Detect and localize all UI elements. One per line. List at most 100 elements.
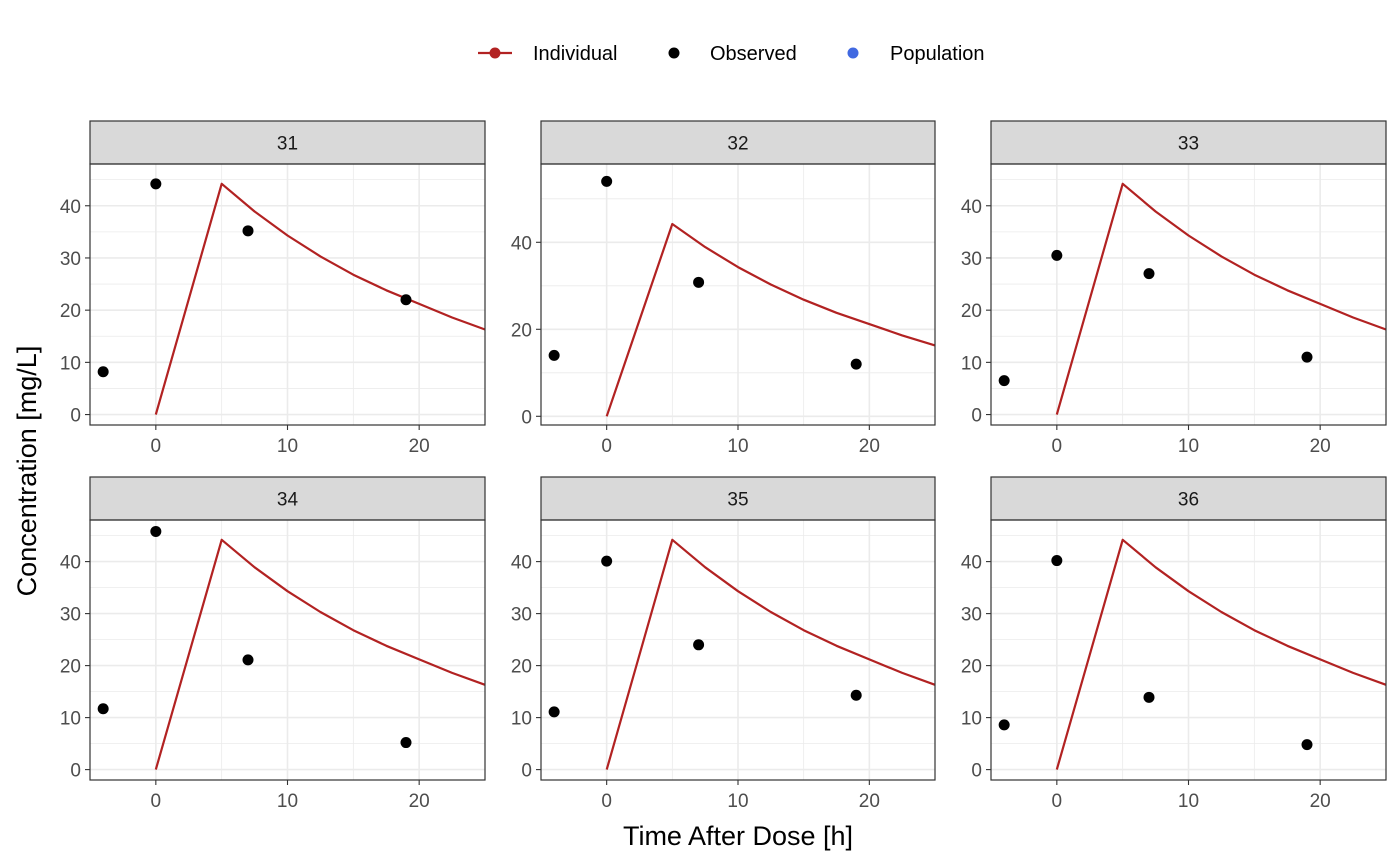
facet-strip-label: 33 xyxy=(1178,134,1199,155)
x-tick-label: 10 xyxy=(1178,436,1199,457)
facet-strip xyxy=(89,120,486,165)
observed-point xyxy=(601,555,613,567)
legend-item-population: Population xyxy=(847,43,985,65)
y-tick-label: 30 xyxy=(961,605,982,626)
x-tick-label: 20 xyxy=(859,791,880,812)
x-tick-label: 10 xyxy=(277,791,298,812)
y-tick-label: 20 xyxy=(961,301,982,322)
legend-item-individual: Individual xyxy=(478,43,618,65)
individual-curve xyxy=(154,182,486,415)
observed-point xyxy=(998,375,1010,387)
observed-point xyxy=(548,349,560,361)
observed-point xyxy=(1051,249,1063,261)
y-tick-label: 10 xyxy=(511,709,532,730)
y-tick-label: 40 xyxy=(961,553,982,574)
x-tick-label: 20 xyxy=(1310,791,1331,812)
observed-point xyxy=(242,654,254,666)
y-tick-label: 30 xyxy=(961,249,982,270)
facet-strip-label: 31 xyxy=(277,134,298,155)
observed-point xyxy=(601,175,613,187)
panel-35: 35 0 10 20 30 40 0 10 20 xyxy=(511,476,936,812)
x-tick-label: 10 xyxy=(727,791,748,812)
individual-curve xyxy=(605,538,936,770)
observed-point xyxy=(1301,351,1313,363)
panel-36: 36 0 10 20 30 40 0 10 20 xyxy=(961,476,1387,812)
y-tick-label: 20 xyxy=(511,657,532,678)
y-tick-label: 20 xyxy=(60,657,81,678)
observed-point xyxy=(850,689,862,701)
legend-point-icon xyxy=(668,47,680,59)
y-tick-label: 20 xyxy=(961,657,982,678)
observed-point xyxy=(97,366,109,378)
facet-strip xyxy=(540,120,936,165)
facet-strip-label: 35 xyxy=(727,490,748,511)
observed-point xyxy=(150,178,162,190)
y-tick-label: 0 xyxy=(521,407,532,428)
y-tick-label: 20 xyxy=(60,301,81,322)
y-tick-label: 10 xyxy=(60,353,81,374)
x-tick-label: 0 xyxy=(1052,436,1063,457)
y-axis-title: Concentration [mg/L] xyxy=(12,346,42,597)
y-tick-label: 0 xyxy=(521,761,532,782)
y-tick-label: 40 xyxy=(511,233,532,254)
observed-point xyxy=(548,706,560,718)
y-tick-label: 0 xyxy=(971,406,982,427)
panel-32: 32 0 20 40 0 10 20 xyxy=(511,120,936,457)
y-tick-label: 40 xyxy=(511,553,532,574)
individual-curve xyxy=(1055,538,1387,770)
y-tick-label: 0 xyxy=(971,761,982,782)
legend-label: Individual xyxy=(533,43,618,65)
observed-point xyxy=(1143,691,1155,703)
y-tick-label: 0 xyxy=(70,761,81,782)
legend-point-icon xyxy=(847,47,859,59)
x-tick-label: 0 xyxy=(601,436,612,457)
y-tick-label: 30 xyxy=(60,249,81,270)
y-tick-label: 20 xyxy=(511,320,532,341)
y-tick-label: 10 xyxy=(961,709,982,730)
y-tick-label: 30 xyxy=(511,605,532,626)
x-tick-label: 10 xyxy=(727,436,748,457)
x-tick-label: 20 xyxy=(859,436,880,457)
facet-strip xyxy=(540,476,936,521)
x-tick-label: 0 xyxy=(151,436,162,457)
observed-point xyxy=(97,703,109,715)
y-tick-label: 30 xyxy=(60,605,81,626)
legend-label: Observed xyxy=(710,43,797,65)
observed-point xyxy=(400,294,412,306)
facet-strip xyxy=(990,120,1387,165)
individual-curve xyxy=(1055,182,1387,415)
panel-34: 34 0 10 20 30 40 0 10 20 xyxy=(60,476,486,812)
y-tick-label: 10 xyxy=(961,353,982,374)
observed-point xyxy=(1301,739,1313,751)
x-tick-label: 0 xyxy=(601,791,612,812)
individual-curve xyxy=(605,222,936,417)
panel-33: 33 0 10 20 30 40 0 10 20 xyxy=(961,120,1387,457)
observed-point xyxy=(150,525,162,537)
x-tick-label: 20 xyxy=(409,791,430,812)
panel-31: 31 0 10 20 30 40 0 10 20 xyxy=(60,120,486,457)
y-tick-label: 40 xyxy=(60,197,81,218)
observed-point xyxy=(1051,555,1063,567)
observed-point xyxy=(693,639,705,651)
x-tick-label: 0 xyxy=(151,791,162,812)
observed-point xyxy=(850,358,862,370)
x-tick-label: 10 xyxy=(1178,791,1199,812)
x-axis-title: Time After Dose [h] xyxy=(623,821,853,851)
observed-point xyxy=(400,737,412,749)
x-tick-label: 10 xyxy=(277,436,298,457)
observed-point xyxy=(242,225,254,237)
x-tick-label: 20 xyxy=(1310,436,1331,457)
facet-strip xyxy=(990,476,1387,521)
observed-point xyxy=(998,719,1010,731)
legend-point-icon xyxy=(489,47,501,59)
y-tick-label: 40 xyxy=(961,197,982,218)
y-tick-label: 10 xyxy=(60,709,81,730)
legend-item-observed: Observed xyxy=(668,43,797,65)
legend: Individual Observed Population xyxy=(478,43,985,65)
panels: 31 0 10 20 30 40 0 10 20 32 0 20 40 0 10 20 33 0 10 20 30 40 0… xyxy=(60,120,1387,812)
y-tick-label: 0 xyxy=(70,406,81,427)
legend-label: Population xyxy=(890,43,985,65)
facet-strip-label: 34 xyxy=(277,490,299,511)
facet-strip-label: 32 xyxy=(727,134,748,155)
